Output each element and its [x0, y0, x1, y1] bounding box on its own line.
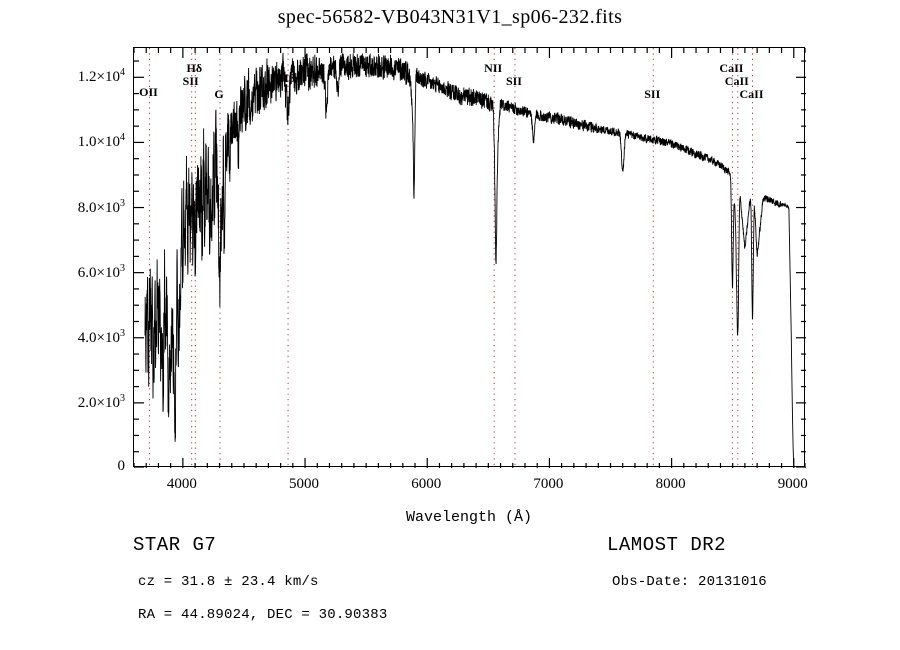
x-tick-label: 9000: [777, 476, 808, 492]
y-tick-label: 4.0×103: [77, 327, 125, 346]
spectral-line-label: SII: [644, 87, 661, 101]
spectral-line-label: G: [214, 87, 224, 101]
footer-object-class: STAR G7: [133, 534, 217, 556]
y-tick-label: 0: [117, 458, 126, 474]
page-title: spec-56582-VB043N31V1_sp06-232.fits: [277, 6, 623, 28]
footer-coordinates: RA = 44.89024, DEC = 30.90383: [138, 607, 388, 623]
x-tick-label: 8000: [655, 476, 686, 492]
spectral-line-label: OII: [139, 85, 158, 99]
spectral-line-label: Hβ: [279, 71, 295, 85]
spectrum-trace: [144, 52, 795, 469]
x-tick-label: 4000: [166, 476, 197, 492]
spectral-line-label: SII: [505, 74, 522, 88]
footer-survey: LAMOST DR2: [607, 534, 727, 556]
y-tick-label: 1.2×104: [77, 67, 125, 86]
spectral-line-label: Hδ: [186, 61, 203, 75]
plot-area: [133, 47, 807, 469]
y-tick-label: 1.0×104: [77, 132, 125, 151]
spectral-line-label: CaII: [719, 61, 744, 75]
y-tick-label: 2.0×103: [77, 392, 125, 411]
footer-cz: cz = 31.8 ± 23.4 km/s: [138, 574, 319, 590]
footer-obsdate: Obs-Date: 20131016: [612, 574, 767, 590]
spectral-line-label: CaII: [724, 74, 749, 88]
spectrum-svg: [133, 48, 807, 469]
x-tick-label: 5000: [289, 476, 320, 492]
plot-canvas: [133, 48, 807, 469]
spectral-line-label: CaII: [739, 87, 764, 101]
x-tick-label: 7000: [533, 476, 564, 492]
spectral-line-label: SII: [182, 74, 199, 88]
y-tick-label: 6.0×103: [77, 262, 125, 281]
x-tick-label: 6000: [411, 476, 442, 492]
y-tick-label: 8.0×103: [77, 197, 125, 216]
spectral-line-label: NII: [484, 61, 503, 75]
x-axis-label: Wavelength (Å): [405, 509, 533, 526]
